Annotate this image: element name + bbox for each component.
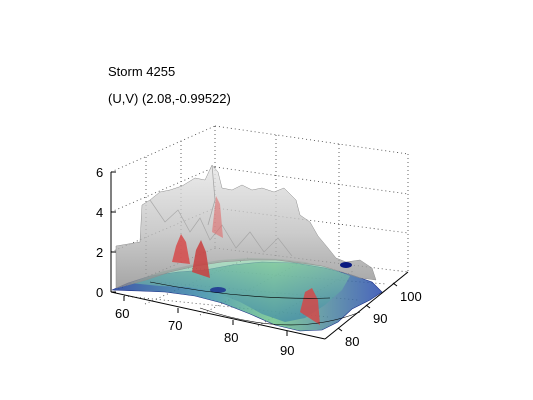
x-tick-label: 80 bbox=[224, 330, 238, 345]
y-tick-label: 100 bbox=[400, 289, 422, 304]
red-peak bbox=[300, 288, 320, 325]
red-peak bbox=[192, 240, 210, 278]
red-peak bbox=[212, 196, 223, 238]
z-tick-labels: 6 4 2 0 bbox=[96, 165, 103, 300]
y-tick-label: 90 bbox=[373, 311, 387, 326]
z-tick-label: 4 bbox=[96, 205, 103, 220]
y-tick-labels: 80 90 100 bbox=[345, 289, 422, 349]
z-tick-label: 6 bbox=[96, 165, 103, 180]
y-tick-label: 80 bbox=[345, 334, 359, 349]
chart-title: Storm 4255 bbox=[108, 64, 176, 79]
x-tick-labels: 60 70 80 90 bbox=[115, 306, 294, 358]
z-tick-label: 0 bbox=[96, 285, 103, 300]
mid-layer bbox=[130, 258, 350, 322]
surface-layers bbox=[111, 164, 383, 332]
axes bbox=[110, 171, 409, 340]
x-tick-label: 90 bbox=[280, 343, 294, 358]
chart-subtitle: (U,V) (2.08,-0.99522) bbox=[108, 91, 231, 106]
x-tick-label: 70 bbox=[168, 318, 182, 333]
z-tick-label: 2 bbox=[96, 245, 103, 260]
x-tick-label: 60 bbox=[115, 306, 129, 321]
red-peak bbox=[172, 234, 190, 264]
